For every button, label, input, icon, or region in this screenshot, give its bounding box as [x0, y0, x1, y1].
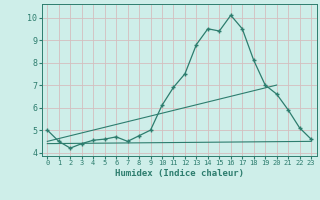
X-axis label: Humidex (Indice chaleur): Humidex (Indice chaleur): [115, 169, 244, 178]
